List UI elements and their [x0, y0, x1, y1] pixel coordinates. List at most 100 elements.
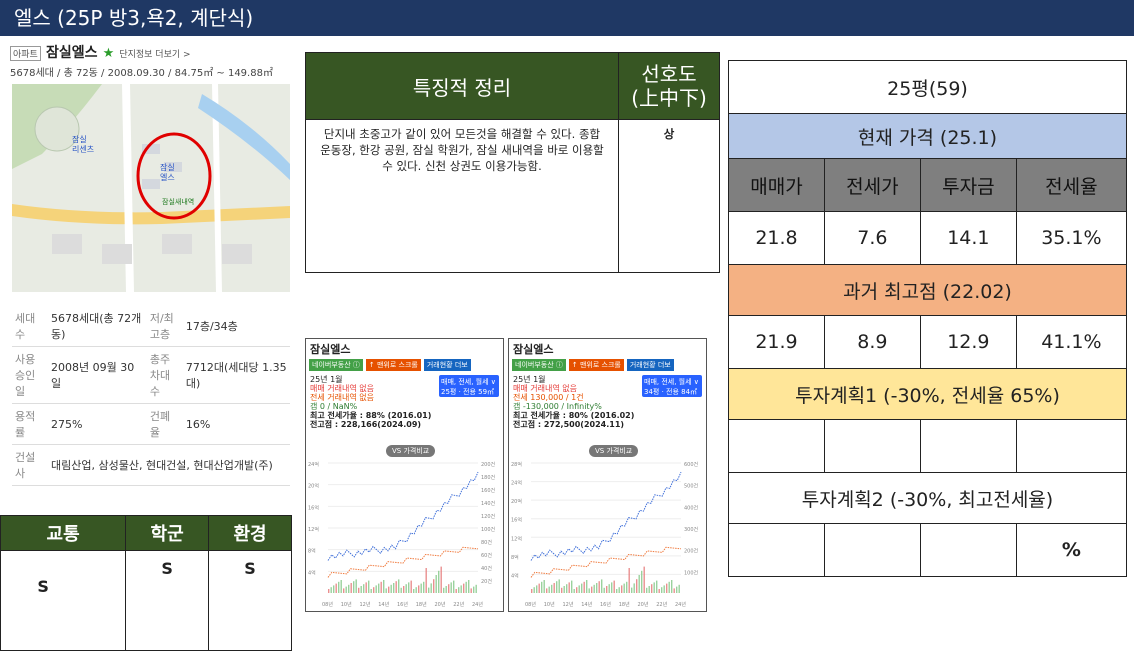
y2-tick-label: 100건 — [684, 569, 699, 576]
volume-bar — [428, 587, 430, 593]
x-tick-label: 20년 — [638, 601, 649, 608]
volume-bar — [541, 581, 543, 593]
volume-bar — [383, 580, 385, 593]
x-tick-label: 08년 — [525, 601, 536, 608]
volume-bar — [440, 566, 442, 593]
location-map[interactable]: 잠실 엘스 잠실 리센츠 잠실새내역 — [12, 84, 290, 292]
y2-tick-label: 500건 — [684, 483, 699, 490]
volume-bar — [338, 581, 340, 593]
volume-bar — [573, 589, 575, 593]
volume-bar — [676, 586, 678, 593]
map-label-3: 잠실 — [72, 134, 87, 144]
volume-bar — [368, 580, 370, 593]
header-environment: 환경 — [208, 515, 292, 551]
page-title: 엘스 (25P 방3,욕2, 계단식) — [0, 0, 1134, 36]
panel-pill-button[interactable]: 네이버부동산 ⓘ — [512, 359, 566, 371]
compare-button[interactable]: VS 가격비교 — [386, 445, 436, 457]
plan1-label: 투자계획1 (-30%, 전세율 65%) — [728, 368, 1127, 420]
volume-bar — [581, 583, 583, 593]
panel-line: 25년 1월 — [513, 375, 546, 384]
plan2-jeonse — [823, 523, 921, 577]
map-label-2: 엘스 — [160, 172, 175, 182]
panel-line: 갭 0 / NaN% — [310, 402, 358, 411]
y2-tick-label: 60건 — [481, 552, 492, 559]
info-row: 사용승인일 2008년 09월 30일 총주차대수 7712대(세대당 1.35대) — [12, 346, 290, 404]
type-select[interactable]: 매매, 전세, 월세 ∨ 25평 · 전용 59㎡ — [439, 375, 499, 397]
volume-bar — [636, 579, 638, 593]
feature-table: 특징적 정리 선호도 (上中下) 단지내 초중고가 같이 있어 모든것을 해결할… — [305, 52, 720, 273]
price-chart-panel-34[interactable]: 잠실엘스 네이버부동산 ⓘ ↑ 맨위로 스크롤 거래현황 더보 25년 1월 매매 거래내… — [508, 338, 707, 612]
panel-pill-button[interactable]: ↑ 맨위로 스크롤 — [365, 359, 421, 371]
plan2-sale — [728, 523, 825, 577]
info-value: 5678세대(총 72개동) — [48, 306, 147, 347]
y2-tick-label: 180건 — [481, 474, 496, 481]
volume-bar — [343, 588, 345, 593]
map-label-1: 잠실 — [160, 162, 175, 172]
panel-pill-button[interactable]: 네이버부동산 ⓘ — [309, 359, 363, 371]
volume-bar — [558, 579, 560, 593]
more-info-link[interactable]: 단지정보 더보기 > — [119, 50, 191, 60]
panel-line: 전고점 : 272,500(2024.11) — [513, 420, 625, 429]
complex-name[interactable]: 잠실엘스 — [45, 45, 98, 61]
volume-bar — [613, 580, 615, 593]
panel-pill-button[interactable]: ↑ 맨위로 스크롤 — [568, 359, 624, 371]
y2-tick-label: 300건 — [684, 526, 699, 533]
volume-bar — [335, 583, 337, 593]
peak-jeonse: 8.9 — [823, 315, 921, 369]
volume-bar — [373, 587, 375, 593]
volume-bar — [586, 580, 588, 593]
volume-bar — [350, 583, 352, 593]
info-value: 16% — [182, 403, 290, 445]
volume-bar — [355, 579, 357, 593]
panel-lines: 25년 1월 매매 거래내역 없음 전세 거래내역 없음 갭 0 / NaN% 최고 전… — [306, 375, 503, 429]
volume-bar — [666, 583, 668, 593]
panel-pill-button[interactable]: 거래현황 더보 — [626, 359, 674, 371]
plan1-jeonse — [823, 419, 921, 473]
volume-bar — [415, 587, 417, 593]
panel-line: 최고 전세가율 : 88% (2016.01) — [310, 411, 432, 420]
peak-rate: 41.1% — [1015, 315, 1128, 369]
panel-pill-button[interactable]: 거래현황 더보 — [423, 359, 471, 371]
river-area — [198, 94, 290, 180]
volume-bar — [668, 581, 670, 593]
x-tick-label: 10년 — [544, 601, 555, 608]
volume-bar — [658, 589, 660, 593]
volume-bar — [333, 585, 335, 593]
volume-bar — [626, 581, 628, 593]
x-tick-label: 12년 — [360, 601, 371, 608]
header-transport: 교통 — [0, 515, 127, 551]
header-school: 학군 — [125, 515, 210, 551]
volume-bar — [345, 586, 347, 593]
x-tick-label: 08년 — [322, 601, 333, 608]
volume-bar — [553, 583, 555, 593]
volume-bar — [470, 588, 472, 593]
x-tick-label: 12년 — [563, 601, 574, 608]
price-chart-panel-25[interactable]: 잠실엘스 네이버부동산 ⓘ ↑ 맨위로 스크롤 거래현황 더보 25년 1월 매매 거래내… — [305, 338, 504, 612]
y-tick-label: 4억 — [308, 569, 316, 576]
volume-bar — [448, 584, 450, 593]
type-select[interactable]: 매매, 전세, 월세 ∨ 34평 · 전용 84㎡ — [642, 375, 702, 397]
info-value: 7712대(세대당 1.35대) — [182, 346, 290, 404]
volume-bar — [648, 586, 650, 593]
info-label: 용적률 — [12, 403, 48, 445]
volume-bar — [616, 589, 618, 593]
panel-line: 갭 -130,000 / Infinity% — [513, 402, 602, 411]
plan2-rate: % — [1015, 523, 1128, 577]
volume-bar — [608, 584, 610, 593]
volume-bar — [621, 585, 623, 593]
complex-header: 아파트 잠실엘스 ★ 단지정보 더보기 > — [10, 42, 300, 62]
volume-bar — [465, 581, 467, 593]
volume-bar — [423, 581, 425, 593]
volume-bar — [378, 583, 380, 593]
favorite-star-icon[interactable]: ★ — [102, 46, 115, 61]
volume-bar — [395, 581, 397, 593]
panel-title: 잠실엘스 — [513, 343, 554, 356]
volume-bar — [643, 566, 645, 593]
info-value: 17층/34층 — [182, 306, 290, 347]
peak-investment: 12.9 — [919, 315, 1017, 369]
compare-button[interactable]: VS 가격비교 — [589, 445, 639, 457]
transport-grade: S — [0, 550, 127, 651]
info-label: 건폐율 — [146, 403, 183, 445]
volume-bar — [568, 582, 570, 593]
volume-bar — [631, 587, 633, 593]
